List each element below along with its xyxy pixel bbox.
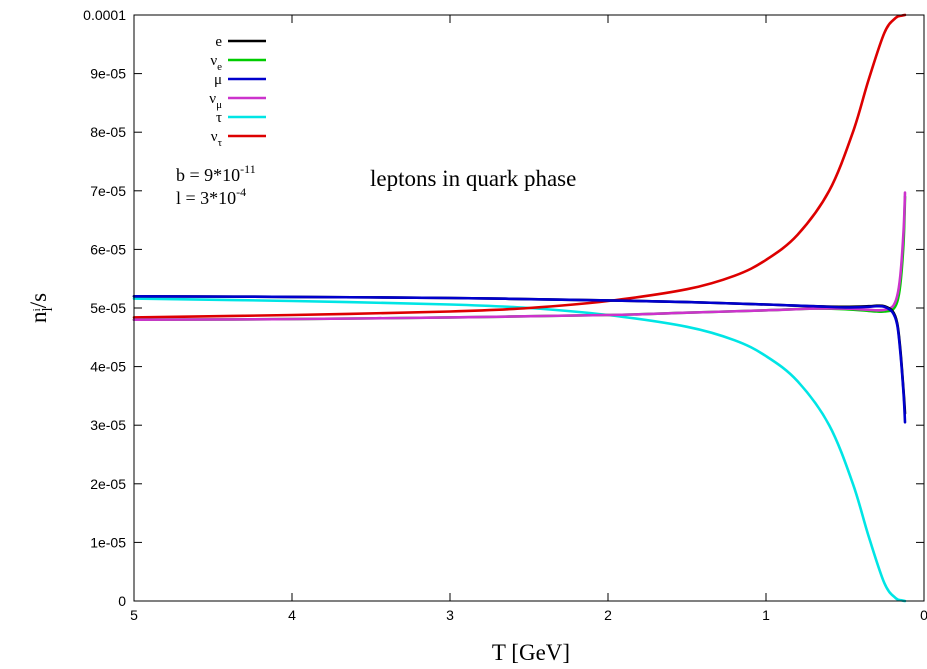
x-tick-labels: 5 4 3 2 1 0 — [130, 607, 927, 623]
y-tick-label: 3e-05 — [90, 417, 126, 433]
y-axis-label: nli/s — [26, 293, 56, 323]
y-tick-label: 9e-05 — [90, 66, 126, 82]
plot-frame — [133, 14, 925, 602]
legend-label: ντ — [211, 129, 223, 149]
x-axis-label: T [GeV] — [492, 640, 570, 665]
y-tick-label: 8e-05 — [90, 124, 126, 140]
y-tick-label: 0.0001 — [83, 7, 126, 23]
series-line-4 — [132, 297, 907, 603]
x-tick-label: 1 — [762, 607, 770, 623]
y-tick-label: 6e-05 — [90, 241, 126, 257]
y-tick-label: 5e-05 — [90, 300, 126, 316]
series-line-5 — [132, 13, 907, 319]
legend-label: νμ — [209, 91, 222, 111]
series-line-0 — [132, 295, 907, 415]
x-tick-label: 2 — [604, 607, 612, 623]
legend-label: τ — [216, 110, 222, 126]
x-tick-label: 3 — [446, 607, 454, 623]
x-tick-label: 4 — [288, 607, 296, 623]
x-tick-label: 0 — [920, 607, 927, 623]
svg-text:nli/s: nli/s — [26, 293, 56, 323]
series-line-2 — [132, 295, 907, 424]
x-tick-label: 5 — [130, 607, 138, 623]
chart-annotation: leptons in quark phase — [370, 166, 576, 191]
y-tick-label: 1e-05 — [90, 534, 126, 550]
legend: e νeμ νμτ ντ — [209, 34, 266, 149]
y-tick-label: 2e-05 — [90, 476, 126, 492]
legend-label: μ — [214, 72, 222, 88]
legend-label: e — [215, 34, 222, 50]
y-tick-label: 4e-05 — [90, 359, 126, 375]
param-l: l = 3*10-4 — [176, 185, 246, 208]
y-tick-label: 0 — [118, 593, 126, 609]
param-b: b = 9*10-11 — [176, 162, 256, 185]
legend-label: νe — [210, 53, 222, 73]
y-tick-label: 7e-05 — [90, 183, 126, 199]
y-tick-labels: 0 1e-05 2e-05 3e-05 4e-05 5e-05 6e-05 7e-05 8e-0… — [83, 7, 126, 609]
series-lines — [132, 13, 907, 603]
